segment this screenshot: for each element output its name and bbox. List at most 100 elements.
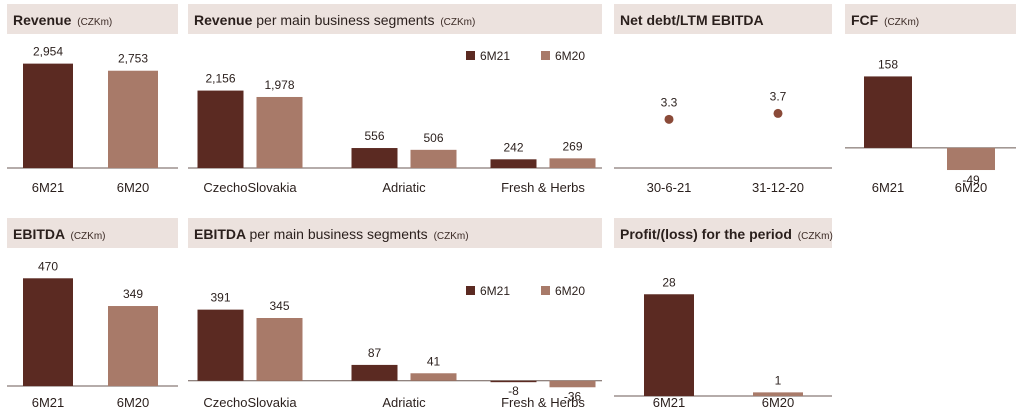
bar-6m21: [197, 90, 244, 168]
data-label: 28: [662, 275, 676, 289]
revenue-chart: 2,954 6M21 2,753 6M20: [7, 45, 178, 195]
data-label: 1: [775, 373, 782, 387]
legend-label: 6M21: [480, 284, 510, 298]
legend-swatch-6m21: [466, 286, 475, 295]
data-label: -8: [508, 384, 519, 398]
data-label: 2,954: [33, 45, 63, 59]
bar: [23, 278, 73, 386]
data-label: 506: [423, 131, 443, 145]
data-label: 345: [269, 299, 289, 313]
legend-label: 6M21: [480, 49, 510, 63]
net-debt-panel-title: Net debt/LTM EBITDA: [620, 12, 764, 28]
fcf-panel-unit: (CZKm): [884, 17, 920, 28]
bar-6m20: [410, 373, 457, 381]
ebitda-panel-header: EBITDA (CZKm): [7, 218, 178, 248]
data-label: -36: [564, 389, 582, 403]
bar-6m20: [256, 318, 303, 381]
profit-panel-unit: (CZKm): [797, 231, 833, 242]
revenue-segments-panel-unit: (CZKm): [440, 17, 476, 28]
ebitda-segments-panel-unit: (CZKm): [433, 231, 469, 242]
bar-6m21: [197, 309, 244, 381]
legend-label: 6M20: [555, 284, 585, 298]
category-label: Fresh & Herbs: [501, 395, 585, 410]
bar-6m21: [490, 380, 537, 383]
data-label: 269: [562, 139, 582, 153]
legend-swatch-6m20: [541, 51, 550, 60]
data-label: 1,978: [264, 78, 294, 92]
data-label: 470: [38, 259, 58, 273]
bar-6m20: [256, 96, 303, 168]
bar-6m20: [410, 149, 457, 168]
data-label: 3.7: [770, 89, 787, 103]
data-label: 41: [427, 354, 441, 368]
data-label: 2,753: [118, 52, 148, 66]
data-label: 158: [878, 57, 898, 71]
data-label: 87: [368, 346, 382, 360]
bar: [23, 63, 73, 168]
bar: [108, 70, 158, 168]
revenue-panel-title: Revenue: [13, 12, 72, 28]
ebitda-chart: 470 6M21 349 6M20: [7, 259, 178, 410]
net-debt-panel: Net debt/LTM EBITDA 3.3 30-6-21 3.7 31-12-2…: [614, 4, 832, 204]
data-label: 556: [364, 129, 384, 143]
net-debt-chart: 3.3 30-6-21 3.7 31-12-20: [614, 89, 832, 195]
ebitda-segments-panel-header: EBITDA per main business segments (CZKm): [188, 218, 602, 248]
ebitda-segments-panel-title: EBITDA: [194, 226, 246, 242]
bar: [864, 76, 912, 148]
revenue-segments-panel-title: Revenue: [194, 12, 253, 28]
data-label: 242: [503, 140, 523, 154]
category-label: 30-6-21: [647, 180, 692, 195]
fcf-panel-title: FCF: [851, 12, 879, 28]
data-point: [664, 114, 674, 124]
revenue-panel-header: Revenue (CZKm): [7, 4, 178, 34]
revenue-segments-chart: 2,156 1,978 CzechoSlovakia 556 506 Adriatic 24…: [188, 49, 602, 195]
category-label: 6M21: [32, 180, 65, 195]
profit-panel-header: Profit/(loss) for the period (CZKm): [614, 218, 833, 248]
category-label: 6M20: [117, 180, 150, 195]
category-label: 6M20: [955, 180, 988, 195]
ebitda-panel-title: EBITDA: [13, 226, 65, 242]
data-label: -49: [962, 173, 980, 187]
bar-6m20: [549, 380, 596, 388]
bar-6m21: [351, 364, 398, 381]
bar: [644, 294, 694, 396]
ebitda-segments-chart: 391 345 CzechoSlovakia 87 41 Adriatic -8 -36Fre…: [188, 284, 602, 410]
bar-6m21: [351, 148, 398, 168]
ebitda-segments-panel-title-rest: per main business segments: [249, 226, 428, 242]
legend-swatch-6m21: [466, 51, 475, 60]
category-label: 6M21: [32, 395, 65, 410]
revenue-segments-panel-title-rest: per main business segments: [256, 12, 435, 28]
revenue-panel-unit: (CZKm): [77, 17, 113, 28]
category-label: Fresh & Herbs: [501, 180, 585, 195]
category-label: 6M20: [117, 395, 150, 410]
data-point: [773, 108, 783, 118]
data-label: 3.3: [661, 95, 678, 109]
data-label: 2,156: [205, 72, 235, 86]
data-label: 349: [123, 287, 143, 301]
fcf-panel: FCF (CZKm) 158 6M21 -49 6M20: [845, 4, 1016, 204]
bar-6m20: [549, 158, 596, 168]
revenue-panel: Revenue (CZKm) 2,954 6M21 2,753 6M20: [7, 4, 178, 204]
revenue-segments-panel: Revenue per main business segments (CZKm…: [188, 4, 602, 204]
category-label: Adriatic: [382, 395, 426, 410]
bar: [947, 147, 995, 171]
category-label: Adriatic: [382, 180, 426, 195]
category-label: 6M20: [762, 395, 795, 410]
category-label: 6M21: [872, 180, 905, 195]
revenue-segments-panel-header: Revenue per main business segments (CZKm…: [188, 4, 602, 34]
net-debt-panel-header: Net debt/LTM EBITDA: [614, 4, 832, 34]
bar: [108, 306, 158, 386]
ebitda-panel: EBITDA (CZKm) 470 6M21 349 6M20: [7, 218, 178, 417]
profit-chart: 28 6M21 1 6M20: [614, 275, 832, 410]
category-label: 6M21: [653, 395, 686, 410]
legend-swatch-6m20: [541, 286, 550, 295]
legend-label: 6M20: [555, 49, 585, 63]
bar: [753, 392, 803, 396]
ebitda-segments-panel: EBITDA per main business segments (CZKm)…: [188, 218, 602, 417]
bar-6m21: [490, 159, 537, 168]
data-label: 391: [210, 291, 230, 305]
category-label: 31-12-20: [752, 180, 804, 195]
profit-panel-title: Profit/(loss) for the period: [620, 226, 792, 242]
category-label: CzechoSlovakia: [203, 180, 297, 195]
